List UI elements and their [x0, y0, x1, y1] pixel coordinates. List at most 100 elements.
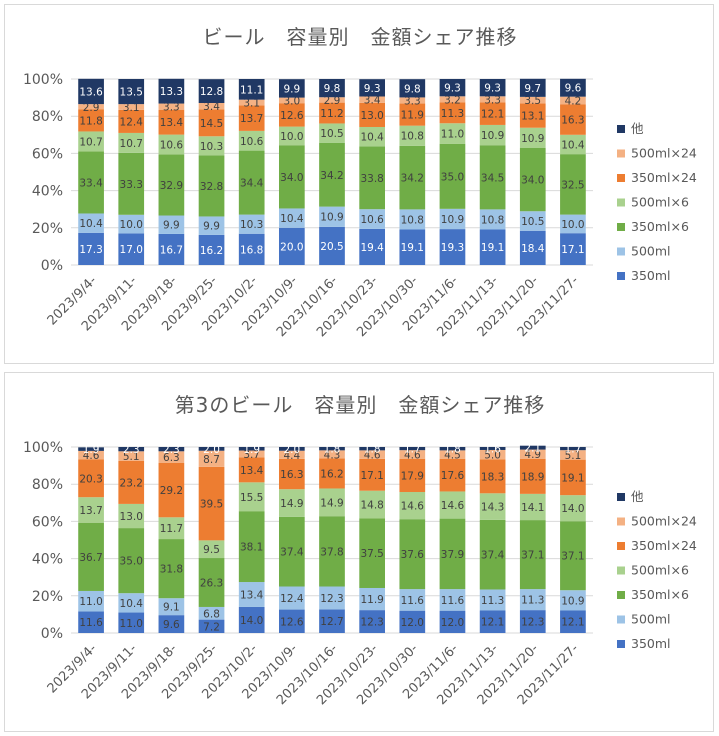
data-label: 10.5 [320, 128, 343, 140]
bar-segment [519, 78, 546, 97]
data-label: 17.1 [360, 470, 383, 482]
data-label: 19.4 [360, 242, 384, 254]
bar-segment [359, 458, 386, 491]
chart-panel-beer: ビール 容量別 金額シェア推移 0% 20% 40% 60% 80% 100% 17.3 10… [4, 4, 714, 364]
data-label: 3.2 [444, 94, 461, 106]
bar-segment [439, 450, 466, 459]
data-label: 14.6 [441, 500, 465, 512]
bar-segment [238, 79, 265, 100]
legend-swatch [617, 493, 625, 501]
data-label: 20.3 [79, 473, 102, 485]
bar-segment [319, 516, 345, 587]
bar-segment [560, 521, 586, 591]
bar-segment [439, 229, 466, 265]
bar-segment [439, 79, 466, 97]
legend-label: 500ml [631, 612, 671, 627]
legend-label: 500ml [631, 244, 671, 259]
bar-segment [278, 227, 305, 265]
data-label: 17.6 [441, 470, 465, 482]
data-label: 34.0 [280, 172, 303, 184]
bar-segment [118, 233, 145, 265]
bar-segment [519, 449, 546, 459]
bar-segment [198, 558, 225, 607]
bar-segment [278, 126, 305, 146]
legend-label: 350ml [631, 268, 671, 283]
data-label: 12.4 [280, 593, 304, 605]
data-label: 4.6 [83, 450, 100, 462]
data-label: 32.5 [561, 179, 584, 191]
data-label: 10.8 [401, 131, 424, 143]
bar-segment [560, 104, 586, 135]
bar-segment [198, 136, 225, 156]
bar-segment [560, 78, 586, 97]
data-label: 19.3 [441, 242, 464, 254]
bar-segment [78, 213, 104, 233]
data-label: 32.8 [200, 181, 223, 193]
stacked-bar-chart-third-beer: 0% 20% 40% 60% 80% 100% 11.6 11.0 36.7 13.7 20.3 4.… [23, 440, 697, 708]
legend-label: 500ml×24 [631, 514, 697, 529]
bar-segment [118, 503, 145, 529]
data-label: 10.8 [401, 214, 424, 226]
data-label: 10.6 [240, 136, 264, 148]
bar-segment [479, 145, 506, 210]
bar-segment [78, 450, 104, 460]
bar-segment [479, 79, 506, 97]
data-label: 9.9 [203, 221, 220, 233]
bar-segment [560, 134, 586, 155]
data-label: 4.6 [364, 450, 381, 462]
data-label: 9.6 [163, 619, 180, 631]
bar-segment [198, 155, 225, 217]
data-label: 16.7 [160, 244, 183, 256]
bar-segment [439, 518, 466, 590]
bar-segment [359, 450, 386, 459]
bar-segment [319, 586, 345, 610]
bar-segment [118, 132, 145, 153]
data-label: 9.3 [484, 83, 501, 95]
legend-label: 500ml×6 [631, 195, 689, 210]
bar-segment [238, 606, 265, 633]
data-label: 16.8 [240, 244, 263, 256]
bar-segment [118, 528, 145, 594]
bar-segment [78, 590, 104, 612]
bar-segment [278, 208, 305, 228]
bar-segment [198, 619, 225, 633]
data-label: 12.1 [561, 617, 584, 629]
bar-segment [198, 466, 225, 541]
data-label: 10.4 [280, 213, 304, 225]
data-label: 12.3 [360, 617, 383, 629]
y-tick-label: 40% [32, 552, 63, 568]
data-label: 14.0 [561, 503, 584, 515]
y-tick-label: 100% [23, 440, 63, 456]
data-label: 29.2 [160, 485, 183, 497]
bar-segment [319, 458, 345, 489]
data-label: 12.8 [200, 86, 223, 98]
data-label: 11.6 [79, 617, 103, 629]
data-label: 12.6 [280, 616, 304, 628]
data-label: 10.4 [360, 132, 384, 144]
legend-label: 350ml×24 [631, 170, 697, 185]
data-label: 1.7 [404, 444, 421, 456]
bar-segment [359, 228, 386, 265]
legend-swatch [617, 174, 625, 182]
bar-segment [519, 230, 546, 265]
bar-segment [118, 152, 145, 215]
bar-segment [158, 233, 185, 265]
data-label: 7.2 [203, 621, 220, 633]
y-tick-label: 80% [32, 477, 63, 493]
data-label: 16.2 [200, 245, 223, 257]
bar-segment [118, 109, 145, 133]
data-label: 12.0 [401, 617, 424, 629]
bar-segment [319, 102, 345, 124]
y-tick-label: 20% [32, 589, 63, 605]
data-label: 37.5 [360, 548, 383, 560]
data-label: 10.7 [79, 136, 102, 148]
bar-segment [158, 109, 185, 135]
bar-segment [479, 96, 506, 103]
bar-segment [479, 447, 506, 450]
legend-label: 他 [631, 121, 644, 136]
data-label: 14.9 [320, 497, 343, 509]
bar-segment [439, 491, 466, 519]
data-label: 11.6 [401, 595, 425, 607]
bar-segment [278, 458, 305, 490]
bar-segment [78, 104, 104, 110]
